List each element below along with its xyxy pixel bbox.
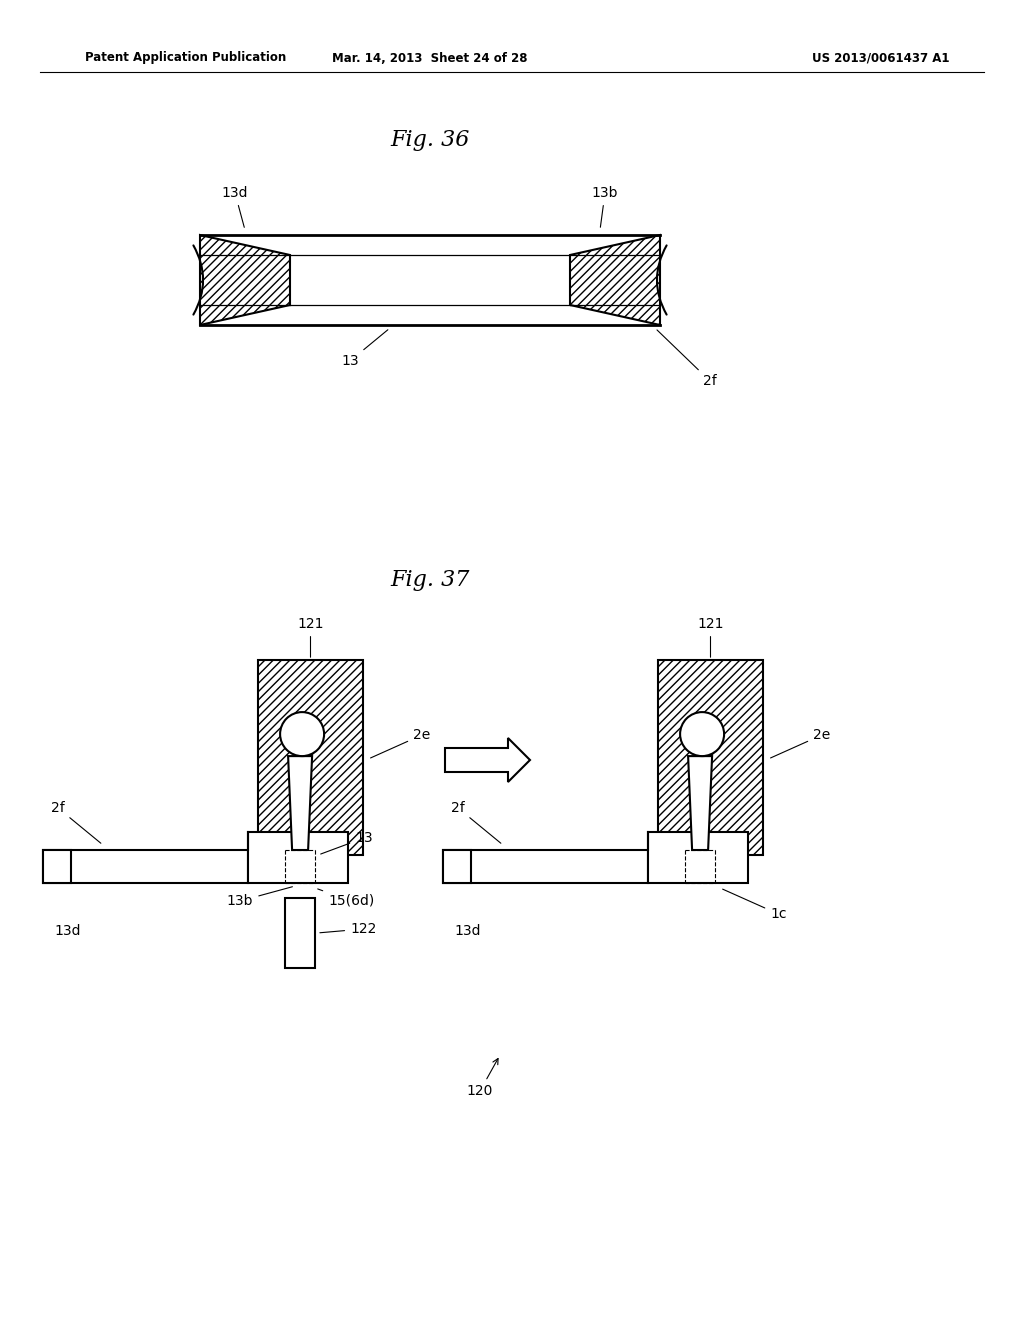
Polygon shape <box>658 660 763 855</box>
Polygon shape <box>570 235 660 325</box>
Text: 122: 122 <box>319 921 377 936</box>
Polygon shape <box>43 850 248 883</box>
Bar <box>443 850 471 883</box>
Text: 13d: 13d <box>54 924 81 939</box>
Text: 15(6d): 15(6d) <box>317 888 375 908</box>
Text: 2f: 2f <box>657 330 717 388</box>
Text: Fig. 37: Fig. 37 <box>390 569 470 591</box>
Bar <box>285 898 315 968</box>
Polygon shape <box>258 660 362 855</box>
Text: 2e: 2e <box>371 729 430 758</box>
Polygon shape <box>648 832 748 883</box>
Text: US 2013/0061437 A1: US 2013/0061437 A1 <box>812 51 950 65</box>
Polygon shape <box>200 235 290 325</box>
Text: 120: 120 <box>467 1059 498 1098</box>
Text: 121: 121 <box>297 616 324 657</box>
Polygon shape <box>688 756 712 850</box>
Text: 2f: 2f <box>452 801 501 843</box>
Polygon shape <box>248 832 348 883</box>
Text: 13b: 13b <box>592 186 618 227</box>
Text: 2e: 2e <box>770 729 830 758</box>
Text: Fig. 36: Fig. 36 <box>390 129 470 150</box>
Text: 13: 13 <box>321 832 373 854</box>
Text: 13: 13 <box>341 330 388 368</box>
Text: 13d: 13d <box>222 186 248 227</box>
Text: 2f: 2f <box>51 801 100 843</box>
Polygon shape <box>443 850 648 883</box>
Text: 13b: 13b <box>227 887 293 908</box>
Polygon shape <box>445 738 530 781</box>
Text: 13d: 13d <box>455 924 481 939</box>
Circle shape <box>281 711 325 756</box>
Text: Mar. 14, 2013  Sheet 24 of 28: Mar. 14, 2013 Sheet 24 of 28 <box>332 51 527 65</box>
Text: Patent Application Publication: Patent Application Publication <box>85 51 287 65</box>
Text: 1c: 1c <box>723 890 786 921</box>
Text: 121: 121 <box>697 616 724 657</box>
Polygon shape <box>288 756 312 850</box>
Bar <box>43 850 71 883</box>
Circle shape <box>680 711 724 756</box>
